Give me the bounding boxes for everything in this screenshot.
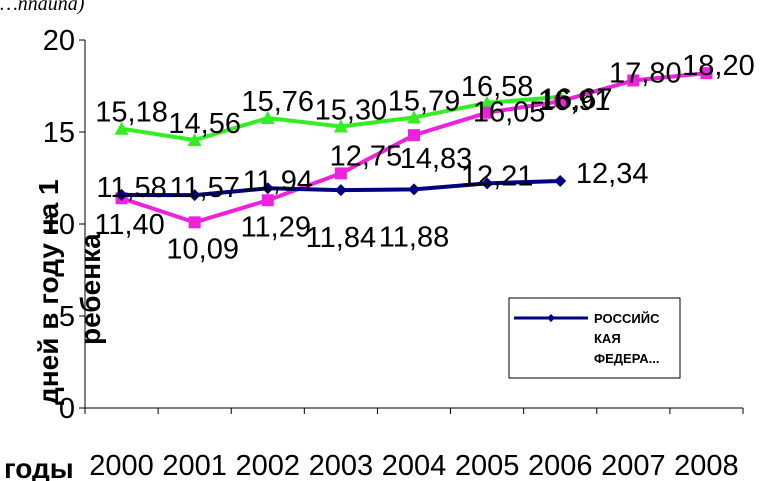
data-label: 17,80 — [609, 57, 682, 89]
y-axis-title-line1: дней в году на 1 — [33, 179, 64, 405]
y-tick-label: 0 — [59, 393, 75, 425]
data-point-triangle — [260, 111, 275, 125]
x-tick-label: 2006 — [528, 450, 593, 481]
data-label: 11,58 — [96, 172, 166, 204]
data-labels: 11,58 11,57 11,94 11,84 11,88 12,21 12,34 15,18… — [94, 50, 754, 265]
data-point-square — [700, 67, 713, 80]
data-label: 11,29 — [241, 211, 311, 243]
axes — [79, 39, 744, 414]
x-tick-label: 2003 — [309, 450, 374, 481]
y-axis-title-line2: ребенка — [75, 233, 106, 345]
data-point-triangle — [480, 95, 495, 109]
data-point-square — [481, 106, 494, 119]
data-label: 14,83 — [400, 143, 473, 175]
x-tick-label: 2005 — [455, 450, 520, 481]
data-point-diamond — [408, 183, 420, 196]
data-label: 14,56 — [168, 108, 241, 140]
data-label: 15,30 — [315, 94, 388, 126]
data-label: 12,34 — [576, 158, 649, 190]
data-point-diamond — [261, 182, 274, 195]
data-point-square — [334, 167, 347, 180]
data-label: 16,91 — [538, 85, 611, 117]
data-label: 11,88 — [379, 221, 449, 253]
data-point-square — [261, 194, 274, 207]
legend-label-line2: КАЯ — [594, 331, 621, 346]
data-label: 11,40 — [94, 209, 164, 241]
data-point-diamond — [188, 189, 201, 202]
data-point-triangle — [187, 133, 202, 147]
data-point-triangle — [114, 121, 129, 135]
data-point-diamond — [481, 177, 494, 190]
data-label: 16,67 — [540, 83, 613, 115]
data-label: 15,79 — [388, 85, 461, 117]
data-point-triangle — [407, 110, 421, 124]
data-label: 15,76 — [241, 86, 314, 118]
x-tick-label: 2008 — [674, 450, 739, 481]
data-label: 10,09 — [166, 233, 239, 265]
legend-marker — [547, 314, 555, 322]
data-label: 12,21 — [461, 160, 534, 192]
x-tick-label: 2001 — [162, 450, 227, 481]
data-point-diamond — [115, 188, 128, 201]
data-point-triangle — [333, 119, 348, 133]
x-tick-label: 2007 — [601, 450, 666, 481]
top-caption: …ппаипа) — [0, 0, 85, 15]
tick-labels: 0 5 10 15 20 2000 2001 2002 2003 2004 2005 2006 2007… — [43, 25, 739, 481]
data-point-square — [627, 74, 640, 87]
y-tick-label: 15 — [43, 117, 75, 149]
series-lines — [114, 67, 713, 229]
y-tick-label: 5 — [59, 301, 75, 333]
x-axis-title: годы — [4, 453, 74, 481]
data-point-square — [554, 95, 567, 108]
data-label: 12,75 — [330, 140, 403, 172]
legend: РОССИЙС КАЯ ФЕДЕРА... — [508, 297, 681, 379]
y-tick-label: 10 — [43, 209, 75, 241]
legend-label-line1: РОССИЙС — [594, 311, 660, 326]
legend-box — [508, 297, 681, 379]
x-tick-label: 2002 — [236, 450, 301, 481]
data-point-square — [188, 216, 201, 229]
data-label: 18,20 — [682, 50, 755, 82]
data-label: 11,84 — [306, 222, 376, 254]
data-label: 16,58 — [461, 71, 534, 103]
x-tick-label: 2000 — [89, 450, 154, 481]
data-point-diamond — [554, 174, 567, 187]
data-label: 16,05 — [473, 97, 546, 129]
data-label: 11,57 — [169, 172, 239, 204]
data-label: 11,94 — [243, 165, 313, 197]
x-tick-label: 2004 — [382, 450, 447, 481]
y-tick-label: 20 — [43, 25, 75, 57]
legend-label-line3: ФЕДЕРА... — [594, 351, 659, 366]
data-point-square — [408, 129, 420, 142]
data-label: 15,18 — [95, 97, 168, 129]
data-point-diamond — [334, 184, 347, 197]
